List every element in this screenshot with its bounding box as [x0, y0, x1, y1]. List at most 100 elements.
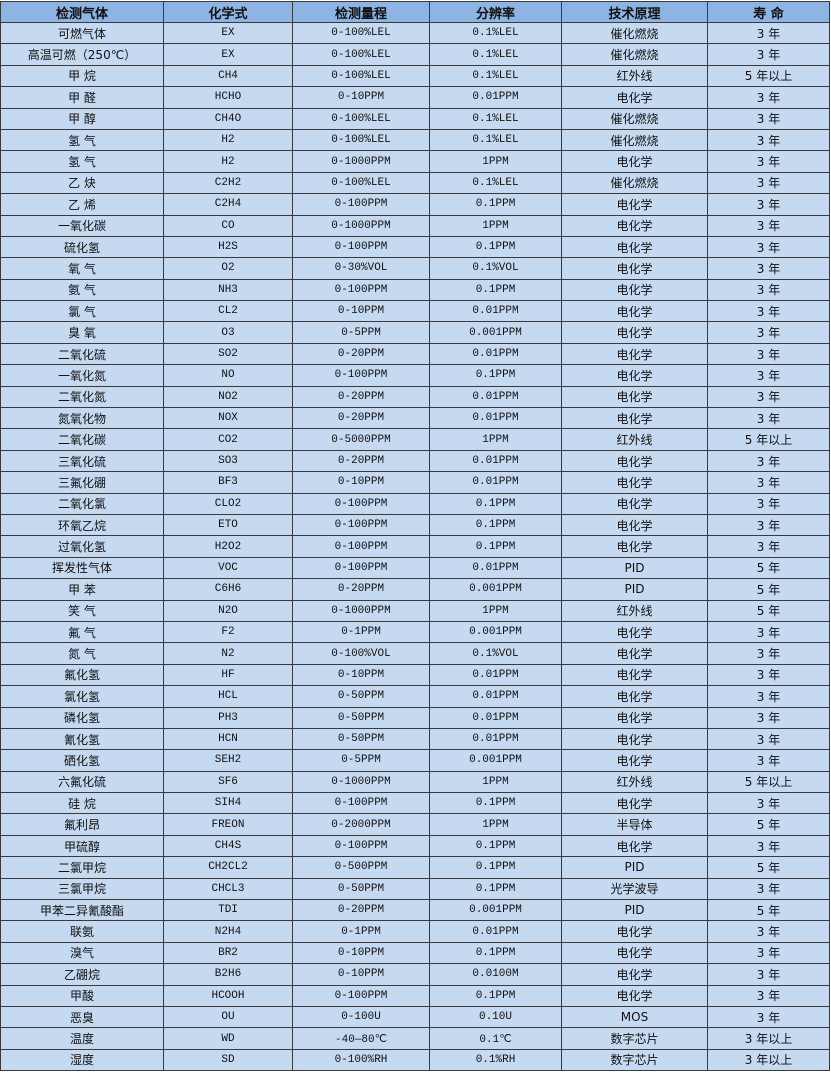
gas-cell: 挥发性气体 — [0, 556, 164, 580]
formula-cell: CLO2 — [163, 492, 293, 515]
lifespan-cell: 5 年 — [707, 599, 830, 622]
formula-cell: CHCL3 — [163, 877, 293, 901]
resolution-cell: 0.1PPM — [429, 984, 562, 1007]
principle-cell: 电化学 — [561, 727, 708, 751]
header-principle: 技术原理 — [561, 1, 708, 23]
resolution-cell: 0.1%LEL — [429, 107, 562, 130]
gas-cell: 氟 气 — [0, 620, 164, 644]
formula-cell: HCL — [163, 685, 293, 708]
gas-cell: 氢 气 — [0, 128, 164, 152]
lifespan-cell: 3 年 — [707, 321, 830, 344]
gas-cell: 甲 苯 — [0, 578, 164, 601]
header-row: 检测气体 化学式 检测量程 分辨率 技术原理 寿 命 — [0, 1, 830, 23]
principle-cell: 电化学 — [561, 642, 708, 665]
formula-cell: SIH4 — [163, 792, 293, 815]
table-row: 甲 烷 CH4 0-100%LEL 0.1%LEL 红外线 5 年以上 — [0, 64, 830, 88]
gas-cell: 硒化氢 — [0, 749, 164, 772]
table-row: 联氨 N2H4 0-1PPM 0.01PPM 电化学 3 年 — [0, 920, 830, 943]
principle-cell: 电化学 — [561, 342, 708, 366]
formula-cell: CL2 — [163, 300, 293, 323]
formula-cell: EX — [163, 21, 293, 45]
lifespan-cell: 3 年 — [707, 749, 830, 772]
lifespan-cell: 3 年 — [707, 535, 830, 558]
formula-cell: CH4 — [163, 64, 293, 88]
formula-cell: NO2 — [163, 385, 293, 409]
lifespan-cell: 3 年 — [707, 214, 830, 237]
principle-cell: 电化学 — [561, 235, 708, 259]
range-cell: 0-50PPM — [292, 685, 430, 708]
lifespan-cell: 3 年 — [707, 834, 830, 858]
resolution-cell: 0.1PPM — [429, 856, 562, 879]
table-row: 可燃气体 EX 0-100%LEL 0.1%LEL 催化燃烧 3 年 — [0, 21, 830, 45]
resolution-cell: 0.1PPM — [429, 235, 562, 259]
gas-cell: 二氧化硫 — [0, 342, 164, 366]
table-row: 氧 气 O2 0-30%VOL 0.1%VOL 电化学 3 年 — [0, 257, 830, 280]
formula-cell: NOX — [163, 407, 293, 430]
lifespan-cell: 3 年 — [707, 364, 830, 387]
range-cell: 0-100U — [292, 1005, 430, 1029]
resolution-cell: 0.1%LEL — [429, 21, 562, 45]
range-cell: 0-10PPM — [292, 963, 430, 986]
formula-cell: FREON — [163, 813, 293, 836]
table-row: 二氧化氮 NO2 0-20PPM 0.01PPM 电化学 3 年 — [0, 385, 830, 409]
range-cell: 0-100%LEL — [292, 171, 430, 195]
range-cell: 0-30%VOL — [292, 257, 430, 280]
gas-cell: 湿度 — [0, 1048, 164, 1072]
table-row: 硒化氢 SEH2 0-5PPM 0.001PPM 电化学 3 年 — [0, 749, 830, 772]
formula-cell: VOC — [163, 556, 293, 580]
resolution-cell: 0.01PPM — [429, 385, 562, 409]
range-cell: 0-1000PPM — [292, 770, 430, 794]
formula-cell: HCOOH — [163, 984, 293, 1007]
resolution-cell: 1PPM — [429, 214, 562, 237]
gas-cell: 氨 气 — [0, 278, 164, 302]
formula-cell: C6H6 — [163, 578, 293, 601]
formula-cell: H2 — [163, 128, 293, 152]
resolution-cell: 0.01PPM — [429, 300, 562, 323]
formula-cell: O3 — [163, 321, 293, 344]
range-cell: 0-500PPM — [292, 856, 430, 879]
principle-cell: 电化学 — [561, 214, 708, 237]
principle-cell: 电化学 — [561, 792, 708, 815]
principle-cell: 电化学 — [561, 941, 708, 965]
resolution-cell: 1PPM — [429, 428, 562, 451]
gas-cell: 溴气 — [0, 941, 164, 965]
lifespan-cell: 3 年 — [707, 685, 830, 708]
lifespan-cell: 5 年 — [707, 556, 830, 580]
range-cell: 0-1000PPM — [292, 150, 430, 173]
resolution-cell: 0.1PPM — [429, 193, 562, 216]
lifespan-cell: 3 年 — [707, 385, 830, 409]
gas-cell: 氯化氢 — [0, 685, 164, 708]
range-cell: 0-100%LEL — [292, 64, 430, 88]
range-cell: 0-10PPM — [292, 941, 430, 965]
resolution-cell: 0.01PPM — [429, 407, 562, 430]
gas-cell: 氮 气 — [0, 642, 164, 665]
principle-cell: 催化燃烧 — [561, 107, 708, 130]
table-row: 乙硼烷 B2H6 0-10PPM 0.0100M 电化学 3 年 — [0, 963, 830, 986]
formula-cell: PH3 — [163, 706, 293, 729]
range-cell: 0-5PPM — [292, 749, 430, 772]
gas-cell: 氰化氢 — [0, 727, 164, 751]
lifespan-cell: 3 年 — [707, 86, 830, 109]
table-row: 高温可燃（250℃） EX 0-100%LEL 0.1%LEL 催化燃烧 3 年 — [0, 43, 830, 66]
lifespan-cell: 5 年以上 — [707, 770, 830, 794]
range-cell: 0-100%LEL — [292, 43, 430, 66]
principle-cell: MOS — [561, 1005, 708, 1029]
header-lifespan: 寿 命 — [707, 1, 830, 23]
lifespan-cell: 3 年 — [707, 235, 830, 259]
range-cell: 0-100PPM — [292, 492, 430, 515]
resolution-cell: 0.10U — [429, 1005, 562, 1029]
range-cell: 0-1000PPM — [292, 599, 430, 622]
table-row: 乙 炔 C2H2 0-100%LEL 0.1%LEL 催化燃烧 3 年 — [0, 171, 830, 195]
table-row: 甲酸 HCOOH 0-100PPM 0.1PPM 电化学 3 年 — [0, 984, 830, 1007]
principle-cell: 电化学 — [561, 535, 708, 558]
gas-cell: 可燃气体 — [0, 21, 164, 45]
range-cell: 0-100PPM — [292, 792, 430, 815]
range-cell: 0-50PPM — [292, 877, 430, 901]
table-row: 氟 气 F2 0-1PPM 0.001PPM 电化学 3 年 — [0, 620, 830, 644]
gas-cell: 联氨 — [0, 920, 164, 943]
principle-cell: PID — [561, 578, 708, 601]
principle-cell: 电化学 — [561, 321, 708, 344]
principle-cell: 催化燃烧 — [561, 43, 708, 66]
resolution-cell: 1PPM — [429, 599, 562, 622]
